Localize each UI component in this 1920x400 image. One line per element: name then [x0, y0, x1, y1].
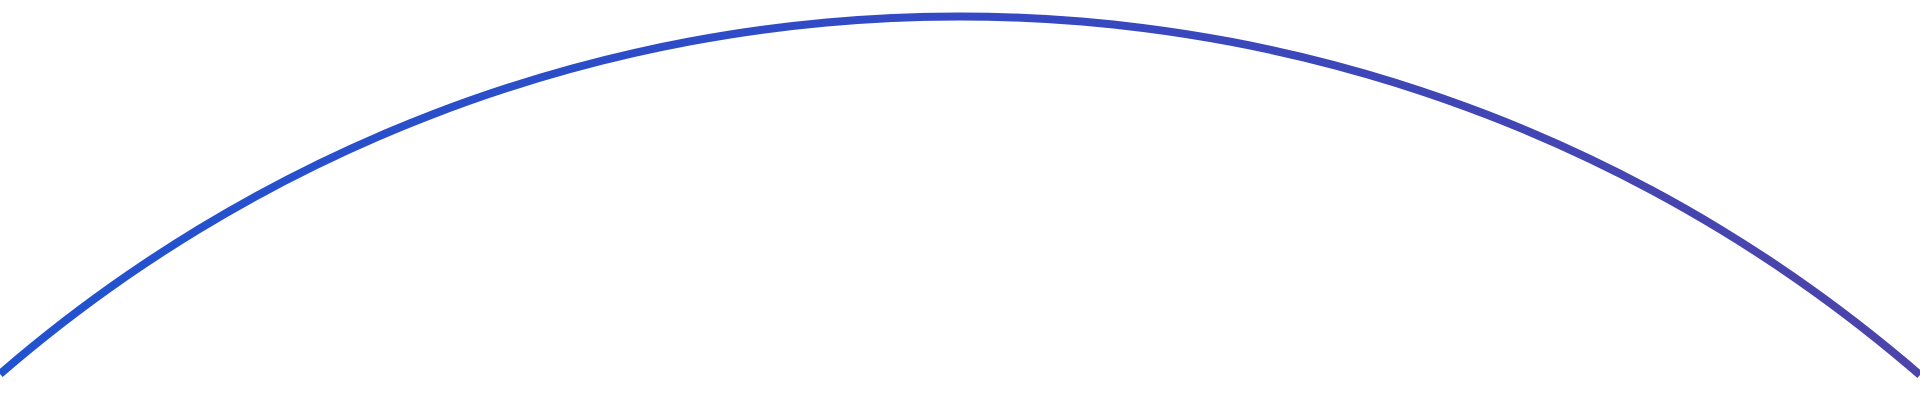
arc-curve-line — [0, 12, 1920, 379]
